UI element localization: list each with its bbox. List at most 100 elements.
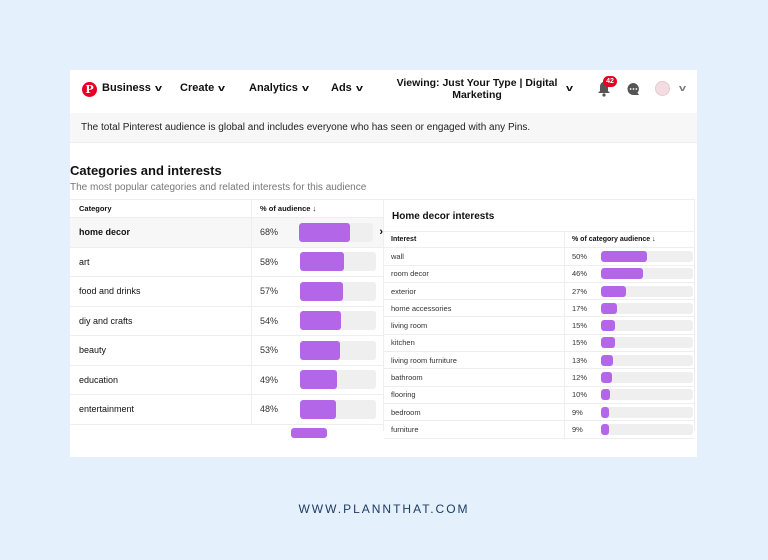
- category-bar: [300, 340, 341, 360]
- interest-row: home accessories 17%: [384, 300, 694, 318]
- chevron-down-icon: v: [301, 83, 309, 93]
- header-pct-audience[interactable]: % of audience ↓: [260, 204, 317, 213]
- nav-ads[interactable]: Ads v: [331, 82, 363, 94]
- interests-panel: Home decor interests Interest % of categ…: [383, 199, 695, 439]
- category-name: entertainment: [70, 395, 252, 424]
- category-bar-partial: [291, 427, 327, 438]
- interest-name: bedroom: [384, 404, 565, 421]
- interest-pct: 15%: [572, 321, 588, 331]
- category-row[interactable]: education 49%: [70, 365, 383, 395]
- interest-bar-track: [601, 285, 693, 297]
- category-row[interactable]: beauty 53%: [70, 336, 383, 366]
- chevron-right-icon[interactable]: ›: [379, 226, 383, 239]
- chevron-down-icon: v: [355, 83, 363, 93]
- chevron-down-icon: v: [565, 83, 574, 93]
- interest-pct: 27%: [572, 286, 588, 296]
- audience-insights-card: P Business v Create v Analytics v Ads v View…: [70, 70, 697, 457]
- header-category[interactable]: Category: [70, 200, 252, 217]
- category-bar: [300, 281, 344, 301]
- category-pct: 49%: [260, 374, 279, 385]
- interest-bar: [601, 320, 615, 332]
- interests-header: Interest % of category audience ↓: [384, 231, 694, 249]
- interest-bar-track: [601, 423, 693, 435]
- category-name: art: [70, 247, 252, 276]
- interest-row: exterior 27%: [384, 282, 694, 301]
- category-name: education: [70, 365, 252, 394]
- category-bar-track: [300, 281, 376, 301]
- nav-analytics[interactable]: Analytics v: [249, 82, 309, 94]
- chat-icon[interactable]: [626, 82, 641, 97]
- avatar[interactable]: [655, 81, 670, 96]
- nav-create[interactable]: Create v: [180, 82, 226, 94]
- interest-name: home accessories: [384, 300, 565, 317]
- category-bar: [299, 222, 350, 242]
- nav-analytics-label: Analytics: [249, 82, 298, 94]
- interest-bar-track: [601, 268, 693, 280]
- category-row[interactable]: food and drinks 57%: [70, 277, 383, 307]
- interest-row: room decor 46%: [384, 265, 694, 283]
- interest-bar: [601, 372, 613, 384]
- category-name: diy and crafts: [70, 306, 252, 335]
- interest-bar: [601, 250, 647, 262]
- interest-row: wall 50%: [384, 248, 694, 266]
- interests-title: Home decor interests: [392, 211, 495, 222]
- category-name: beauty: [70, 336, 252, 365]
- category-row[interactable]: entertainment 48%: [70, 395, 383, 425]
- category-bar-track: [299, 222, 374, 242]
- chevron-down-icon: v: [218, 83, 226, 93]
- pinterest-logo[interactable]: P: [82, 82, 97, 97]
- interest-pct: 46%: [572, 269, 588, 279]
- interest-pct: 50%: [572, 251, 588, 261]
- account-menu-chevron[interactable]: v: [679, 83, 686, 93]
- category-row[interactable]: diy and crafts 54%: [70, 306, 383, 336]
- category-bar-track: [300, 311, 376, 331]
- category-row[interactable]: home decor 68% ›: [70, 218, 383, 248]
- category-pct: 54%: [260, 315, 279, 326]
- nav-create-label: Create: [180, 82, 215, 94]
- category-name: food and drinks: [70, 277, 252, 306]
- top-nav: P Business v Create v Analytics v Ads v View…: [70, 70, 697, 113]
- interest-pct: 13%: [572, 355, 588, 365]
- interest-bar-track: [601, 337, 693, 349]
- interest-bar-track: [601, 406, 693, 418]
- category-pct: 53%: [260, 345, 279, 356]
- header-interest[interactable]: Interest: [384, 232, 565, 248]
- interest-bar: [601, 423, 610, 435]
- interest-bar: [601, 354, 613, 366]
- interest-bar-track: [601, 320, 693, 332]
- interest-bar-track: [601, 389, 693, 401]
- nav-business[interactable]: Business v: [102, 82, 162, 94]
- interest-name: room decor: [384, 265, 565, 282]
- interest-bar: [601, 302, 617, 314]
- interest-bar: [601, 389, 611, 401]
- footer-url: WWW.PLANNTHAT.COM: [298, 502, 470, 516]
- category-pct: 68%: [260, 227, 279, 238]
- interest-pct: 12%: [572, 373, 588, 383]
- audience-info-banner: The total Pinterest audience is global a…: [70, 113, 697, 143]
- category-bar: [300, 252, 345, 272]
- category-bar-track: [300, 399, 376, 419]
- interest-name: furniture: [384, 421, 565, 438]
- interest-bar: [601, 337, 615, 349]
- notification-badge: 42: [603, 76, 617, 87]
- nav-ads-label: Ads: [331, 82, 352, 94]
- chevron-down-icon: v: [154, 83, 162, 93]
- interest-row: furniture 9%: [384, 421, 694, 439]
- category-bar-track: [300, 252, 376, 272]
- interest-name: kitchen: [384, 334, 565, 352]
- account-switcher[interactable]: Viewing: Just Your Type | Digital Market…: [396, 77, 558, 101]
- interest-bar: [601, 285, 626, 297]
- interest-name: exterior: [384, 282, 565, 300]
- category-pct: 48%: [260, 404, 279, 415]
- account-switcher-chevron[interactable]: v: [565, 83, 574, 93]
- category-name: home decor: [70, 218, 252, 247]
- category-row[interactable]: art 58%: [70, 247, 383, 277]
- interest-name: wall: [384, 248, 565, 265]
- categories-table: Category % of audience ↓ home decor 68% …: [70, 199, 383, 438]
- interest-row: bedroom 9%: [384, 404, 694, 422]
- categories-header: Category % of audience ↓: [70, 200, 383, 218]
- header-pct-category[interactable]: % of category audience ↓: [572, 236, 656, 244]
- interest-bar-track: [601, 372, 693, 384]
- interest-row: living room furniture 13%: [384, 352, 694, 370]
- interest-name: living room: [384, 317, 565, 334]
